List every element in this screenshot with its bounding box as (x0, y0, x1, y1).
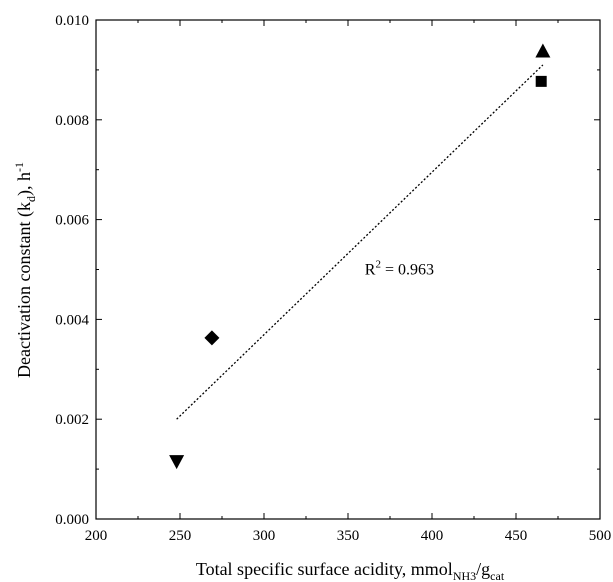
data-point-triangle-up (535, 43, 551, 58)
data-point-square (535, 75, 547, 87)
x-axis-label-sub2: cat (490, 569, 505, 582)
x-tick-label: 450 (505, 528, 528, 544)
annotation-main: R (365, 261, 376, 278)
y-axis-label-mid: ), h (14, 172, 35, 196)
linear-fit-line (176, 64, 544, 420)
annotation-rest: = 0.963 (381, 261, 434, 278)
ticks: 200 250 300 350 400 450 500 0.000 0.002 0.004 0.00… (55, 13, 611, 544)
x-axis-label-main: Total specific surface acidity, mmol (196, 559, 453, 579)
y-axis-label-sup: -1 (12, 162, 26, 172)
y-tick-label: 0.010 (55, 13, 89, 29)
x-tick-label: 350 (337, 528, 360, 544)
x-tick-label: 400 (421, 528, 444, 544)
plot-frame (95, 19, 601, 520)
y-tick-label: 0.008 (55, 113, 89, 129)
x-tick-label: 300 (253, 528, 276, 544)
data-point-diamond (204, 330, 220, 346)
y-tick-label: 0.006 (55, 213, 89, 229)
x-axis-label-sub1: NH3 (453, 569, 476, 582)
data-point-triangle-down (169, 455, 185, 470)
x-tick-label: 250 (169, 528, 192, 544)
x-axis-label: Total specific surface acidity, mmolNH3/… (196, 559, 505, 582)
data-points (169, 43, 551, 470)
x-axis-label-sep: /g (476, 559, 490, 579)
y-axis-label-main: Deactivation constant (k (14, 202, 35, 378)
y-tick-label: 0.002 (55, 412, 89, 428)
x-tick-label: 200 (85, 528, 108, 544)
y-axis-label: Deactivation constant (kd), h-1 (12, 162, 38, 378)
x-tick-label: 500 (589, 528, 612, 544)
annotation-sup: 2 (375, 258, 381, 270)
r-squared-annotation: R2 = 0.963 (365, 258, 434, 278)
y-tick-label: 0.004 (55, 312, 89, 328)
y-axis-label-sub: d (24, 196, 38, 202)
y-tick-label: 0.000 (55, 512, 89, 528)
